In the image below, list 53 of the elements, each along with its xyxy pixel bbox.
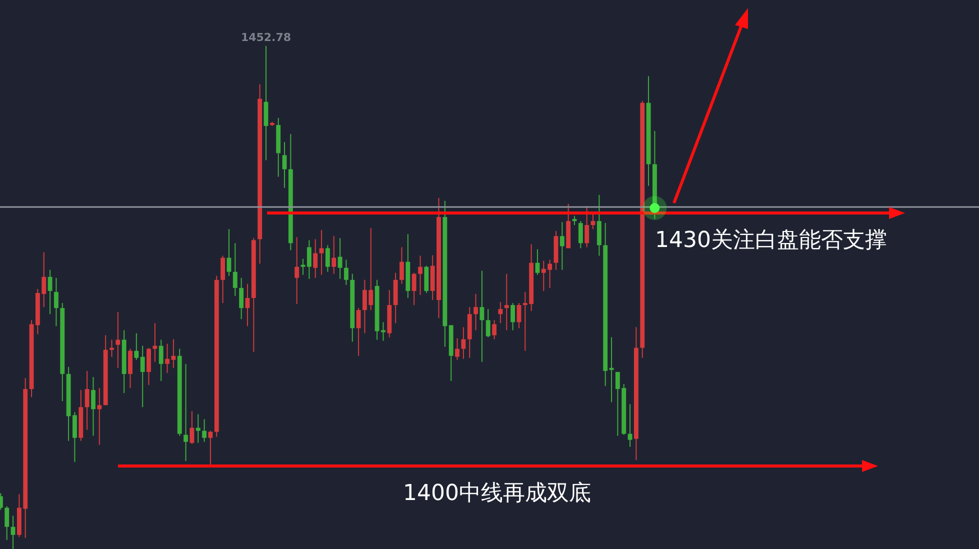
candlestick — [97, 388, 102, 446]
candlestick — [486, 308, 490, 338]
candlestick — [480, 270, 484, 362]
candlestick — [146, 347, 151, 386]
candlestick — [294, 236, 300, 305]
candlestick — [344, 259, 348, 286]
ref-line-label: 1400中线再成双底 — [403, 481, 591, 506]
candlestick — [628, 404, 632, 448]
candlestick — [158, 339, 164, 382]
candlestick — [128, 348, 132, 389]
candlestick — [319, 230, 324, 276]
candlestick — [54, 277, 58, 327]
candlestick — [504, 273, 509, 331]
candlestick — [492, 320, 497, 340]
candlestick — [498, 302, 503, 324]
candlestick — [190, 410, 194, 444]
candlestick — [313, 238, 318, 278]
candlestick — [220, 255, 226, 304]
candlestick — [91, 376, 96, 436]
text: 1452.78 — [240, 31, 292, 44]
candlestick — [560, 222, 564, 270]
candlestick — [474, 293, 478, 331]
candlestick — [202, 418, 207, 442]
candlestick — [306, 240, 312, 280]
candlestick — [4, 506, 10, 540]
candlestick — [152, 322, 158, 362]
candlestick — [510, 302, 516, 331]
candlestick — [282, 142, 287, 188]
candlestick — [455, 338, 460, 360]
candlestick — [10, 515, 16, 549]
candlestick — [332, 236, 336, 274]
candlestick — [418, 255, 422, 296]
candlestick — [516, 302, 522, 329]
candlestick — [239, 277, 244, 320]
candlestick — [196, 414, 200, 444]
ref-line-label: 1430关注白盘能否支撑 — [655, 228, 887, 253]
candlestick — [140, 345, 145, 408]
candlestick — [184, 363, 188, 462]
candlestick — [226, 228, 232, 276]
candlestick — [134, 332, 139, 360]
candlestick — [325, 244, 330, 272]
candlestick — [356, 308, 361, 356]
candlestick — [84, 370, 90, 430]
candlestick — [400, 246, 404, 284]
candlestick — [232, 242, 238, 296]
candlestick — [412, 272, 416, 306]
candlestick — [110, 339, 114, 358]
candlestick — [461, 326, 466, 360]
candlestick — [578, 220, 583, 249]
candlestick — [116, 312, 120, 368]
candlestick — [338, 238, 342, 280]
candlestick — [48, 269, 52, 315]
candlestick — [584, 205, 590, 248]
